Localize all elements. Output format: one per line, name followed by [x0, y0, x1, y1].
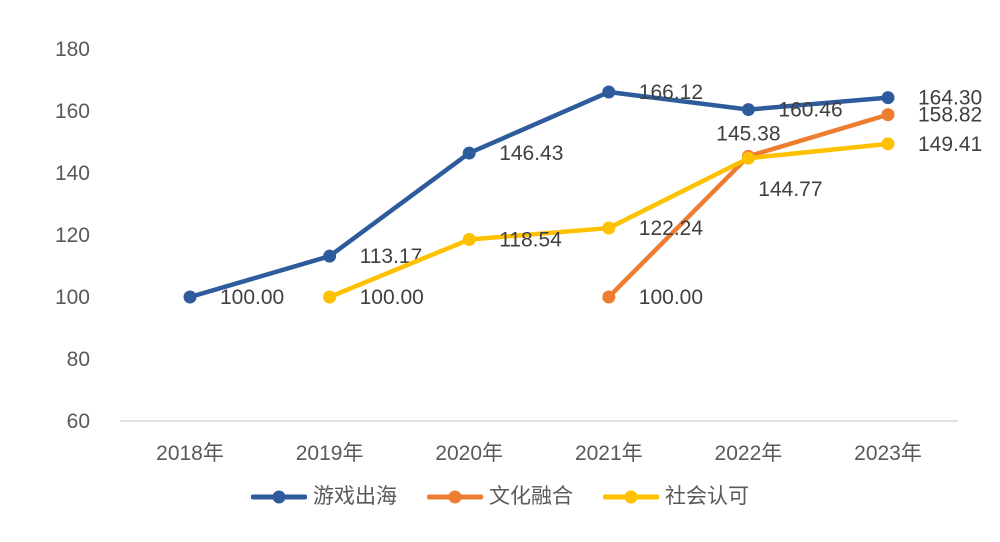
series-marker-0	[741, 103, 755, 117]
chart-legend: 游戏出海 文化融合 社会认可	[0, 484, 1000, 509]
data-label: 145.38	[716, 122, 780, 145]
y-axis-tick-label: 180	[55, 38, 90, 61]
legend-label: 社会认可	[665, 485, 749, 508]
legend-item-1: 文化融合	[427, 484, 573, 509]
series-marker-0	[462, 146, 476, 160]
data-label: 113.17	[360, 245, 423, 268]
x-axis-tick-label: 2020年	[435, 442, 503, 465]
series-marker-2	[881, 137, 895, 151]
data-label: 144.77	[758, 178, 822, 201]
series-line-2	[327, 141, 891, 300]
legend-item-2: 社会认可	[603, 484, 749, 509]
x-axis-tick-label: 2021年	[575, 442, 643, 465]
data-label: 100.00	[639, 286, 703, 309]
legend-marker-icon	[427, 490, 483, 504]
data-label: 164.30	[918, 87, 982, 110]
x-axis-tick-label: 2018年	[156, 442, 224, 465]
series-marker-2	[602, 221, 616, 235]
series-marker-0	[602, 85, 616, 99]
series-marker-1	[602, 290, 616, 304]
series-marker-0	[323, 249, 337, 263]
y-axis-tick-label: 100	[55, 286, 90, 309]
y-axis-tick-label: 80	[67, 348, 90, 371]
y-axis-tick-label: 140	[55, 162, 90, 185]
y-axis-tick-label: 120	[55, 224, 90, 247]
series-marker-2	[741, 151, 755, 165]
series-marker-2	[323, 290, 337, 304]
data-label: 100.00	[360, 286, 424, 309]
data-label: 149.41	[918, 133, 982, 156]
data-label: 146.43	[499, 142, 563, 165]
legend-marker-icon	[251, 490, 307, 504]
data-label: 158.82	[918, 104, 982, 127]
data-label: 166.12	[639, 81, 703, 104]
legend-label: 文化融合	[489, 485, 573, 508]
data-label: 100.00	[220, 286, 284, 309]
series-marker-1	[881, 108, 895, 122]
series-marker-2	[462, 233, 476, 247]
x-axis-tick-label: 2019年	[296, 442, 364, 465]
series-line-0	[187, 89, 891, 300]
x-axis-tick-label: 2023年	[854, 442, 922, 465]
x-axis-tick-label: 2022年	[715, 442, 783, 465]
data-label: 122.24	[639, 217, 704, 240]
data-label: 118.54	[499, 229, 562, 252]
legend-label: 游戏出海	[313, 485, 397, 508]
legend-item-0: 游戏出海	[251, 484, 397, 509]
legend-marker-icon	[603, 490, 659, 504]
data-label: 160.46	[778, 99, 842, 122]
y-axis-tick-label: 160	[55, 100, 90, 123]
y-axis-tick-label: 60	[67, 410, 90, 433]
series-marker-0	[881, 91, 895, 105]
series-marker-0	[183, 290, 197, 304]
